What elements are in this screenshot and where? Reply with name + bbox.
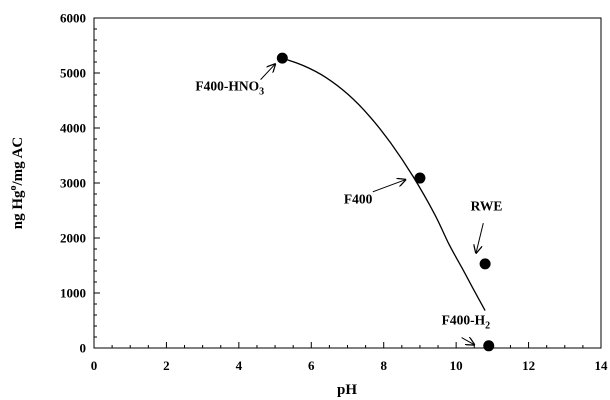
data-point: [414, 172, 426, 184]
y-tick-label: 5000: [60, 66, 86, 81]
annotation-text: F400-HNO: [195, 79, 259, 94]
annotation-text: RWE: [471, 199, 503, 214]
annotation-arrow: [372, 180, 406, 193]
annotation-arrow: [461, 338, 475, 345]
x-tick-label: 2: [163, 358, 170, 373]
annotation-subscript: 2: [485, 320, 490, 331]
y-tick-label: 2000: [60, 231, 86, 246]
x-tick-label: 12: [522, 358, 535, 373]
data-point: [483, 340, 495, 352]
annotation-label: F400-H2: [442, 312, 491, 331]
annotation-f400-h2: F400-H2: [442, 312, 491, 345]
x-tick-label: 10: [450, 358, 463, 373]
data-point: [276, 52, 288, 64]
x-tick-label: 4: [236, 358, 243, 373]
y-tick-label: 6000: [60, 11, 86, 26]
y-axis-title: ng Hgo/mg AC: [8, 137, 26, 230]
x-tick-label: 6: [308, 358, 315, 373]
annotation-label: RWE: [471, 199, 503, 214]
x-tick-label: 14: [595, 358, 609, 373]
annotation-f400-hno3: F400-HNO3: [195, 64, 275, 98]
x-axis-ticks: 0 2 4 6 8 10 12 14: [91, 342, 608, 373]
x-tick-label: 8: [380, 358, 387, 373]
y-tick-label: 0: [80, 341, 87, 356]
annotation-text: F400-H: [442, 312, 486, 327]
x-axis-title: pH: [337, 382, 357, 398]
x-tick-label: 0: [91, 358, 98, 373]
y-tick-label: 4000: [60, 121, 86, 136]
plot-frame: [93, 17, 602, 349]
y-axis-title-rest: /mg AC: [10, 137, 26, 187]
y-tick-label: 1000: [60, 286, 86, 301]
y-axis-ticks: 0 1000 2000 3000 4000 5000 6000: [60, 11, 100, 356]
y-axis-title-superscript: o: [8, 185, 19, 190]
annotation-label: F400: [344, 191, 373, 206]
annotation-text: F400: [344, 191, 373, 206]
annotation-subscript: 3: [259, 87, 264, 98]
annotation-rwe: RWE: [471, 199, 503, 253]
data-point: [479, 258, 491, 270]
annotation-arrow: [260, 64, 275, 80]
annotation-label: F400-HNO3: [195, 79, 264, 98]
annotation-arrow: [476, 223, 484, 253]
annotation-f400: F400: [344, 180, 406, 206]
y-tick-label: 3000: [60, 176, 86, 191]
y-axis-title-main: ng Hg: [10, 190, 26, 229]
data-points: [276, 52, 495, 352]
point-annotations: F400-HNO3 F400 RWE F400-H2: [195, 64, 502, 345]
trend-curve: [282, 57, 486, 311]
